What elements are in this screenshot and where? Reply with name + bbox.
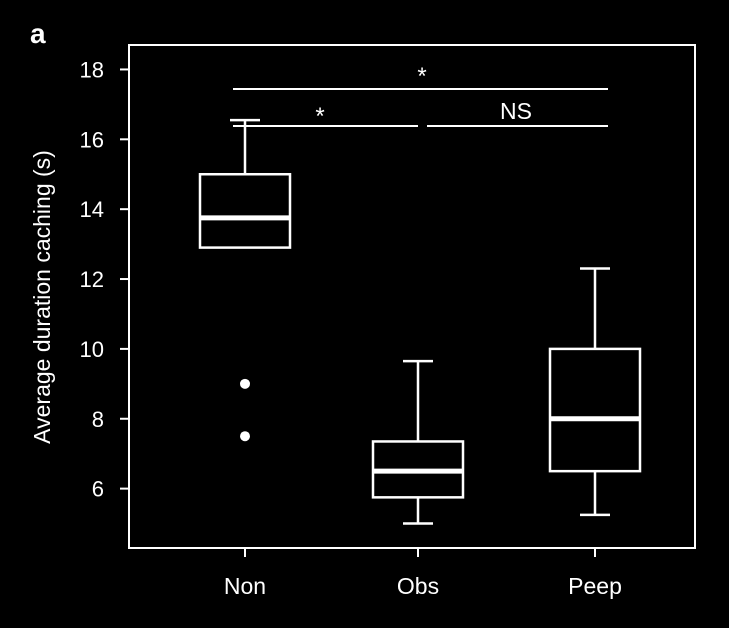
significance-label: NS (500, 98, 532, 124)
x-tick-label: Obs (397, 573, 439, 599)
panel-label: a (30, 18, 46, 49)
y-axis-label: Average duration caching (s) (29, 150, 55, 444)
significance-label: * (315, 103, 324, 130)
box-obs (371, 359, 465, 525)
outlier-point (240, 378, 250, 389)
significance-label: * (417, 63, 426, 90)
x-tick-label: Peep (568, 573, 622, 599)
iqr-box (198, 172, 292, 249)
y-tick-label: 14 (80, 197, 104, 222)
y-tick-label: 10 (80, 337, 104, 362)
y-tick-label: 8 (92, 407, 104, 432)
y-tick-label: 6 (92, 477, 104, 502)
y-tick-label: 16 (80, 127, 104, 152)
boxes (198, 118, 642, 525)
y-tick-label: 18 (80, 57, 104, 82)
y-tick-label: 12 (80, 267, 104, 292)
outlier-point (240, 431, 250, 442)
x-tick-label: Non (224, 573, 266, 599)
box-peep (548, 267, 642, 517)
x-axis: Non Obs Peep (224, 548, 622, 599)
significance-brackets: * * NS (233, 63, 608, 130)
y-axis: 6 8 10 12 14 16 18 (80, 57, 129, 502)
box-non (198, 118, 292, 442)
iqr-box (548, 347, 642, 473)
plot-frame (128, 44, 696, 549)
